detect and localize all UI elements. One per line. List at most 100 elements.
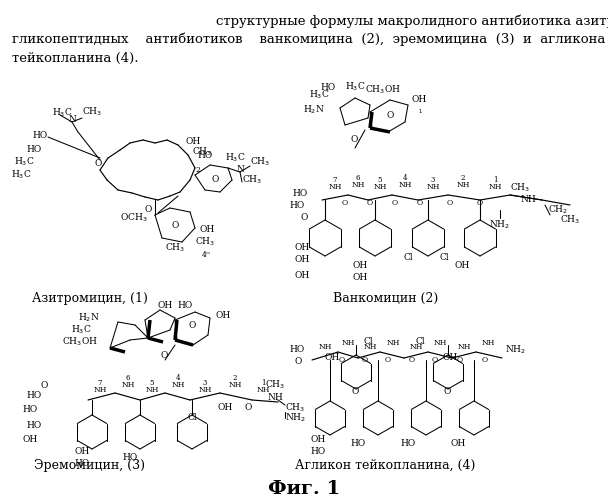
Text: 5: 5 xyxy=(150,379,154,387)
Text: NH: NH xyxy=(434,339,447,347)
Text: CH$_2$: CH$_2$ xyxy=(548,204,568,216)
Text: O: O xyxy=(351,136,358,144)
Text: O: O xyxy=(161,350,168,360)
Text: OH: OH xyxy=(353,260,368,270)
Text: 1: 1 xyxy=(261,379,265,387)
Text: H$_3$C: H$_3$C xyxy=(12,169,32,181)
Text: HO: HO xyxy=(27,390,42,400)
Text: O: O xyxy=(300,214,308,222)
Text: OH: OH xyxy=(325,354,340,362)
Text: O: O xyxy=(386,110,394,120)
Text: NH: NH xyxy=(351,181,365,189)
Text: NH$_2$: NH$_2$ xyxy=(505,344,526,356)
Text: CH$_3$: CH$_3$ xyxy=(165,242,185,254)
Text: OH: OH xyxy=(185,138,200,146)
Text: структурные формулы макролидного антибиотика азитромицина (1) и: структурные формулы макролидного антибио… xyxy=(216,14,608,28)
Text: 1: 1 xyxy=(492,176,497,184)
Text: гликопептидных    антибиотиков    ванкомицина  (2),  эремомицина  (3)  и  аглико: гликопептидных антибиотиков ванкомицина … xyxy=(12,33,606,46)
Text: NH: NH xyxy=(398,181,412,189)
Text: CH$_3$: CH$_3$ xyxy=(242,174,262,186)
Text: HO: HO xyxy=(33,130,48,140)
Text: NH: NH xyxy=(457,343,471,351)
Text: O: O xyxy=(432,356,438,364)
Text: OH: OH xyxy=(157,300,173,310)
Text: O: O xyxy=(443,388,451,396)
Text: OH: OH xyxy=(295,256,310,264)
Text: O: O xyxy=(342,199,348,207)
Text: 7: 7 xyxy=(333,176,337,184)
Text: O: O xyxy=(385,356,391,364)
Text: N: N xyxy=(236,166,244,174)
Text: CH$_3$: CH$_3$ xyxy=(82,106,102,118)
Text: 6: 6 xyxy=(356,174,361,182)
Text: HO: HO xyxy=(310,448,326,456)
Text: CH$_3$: CH$_3$ xyxy=(192,146,212,158)
Text: Cl: Cl xyxy=(403,254,413,262)
Text: CH$_3$: CH$_3$ xyxy=(265,379,285,391)
Text: Фиг. 1: Фиг. 1 xyxy=(268,480,340,498)
Text: HO: HO xyxy=(292,188,308,198)
Text: O: O xyxy=(295,358,302,366)
Text: тейкопланина (4).: тейкопланина (4). xyxy=(12,52,139,65)
Text: CH$_3$: CH$_3$ xyxy=(195,236,215,248)
Text: H$_3$C: H$_3$C xyxy=(71,324,92,336)
Text: Ванкомицин (2): Ванкомицин (2) xyxy=(333,292,438,305)
Text: NH$_2$: NH$_2$ xyxy=(489,219,511,231)
Text: NH: NH xyxy=(93,386,106,394)
Text: Эремомицин, (3): Эремомицин, (3) xyxy=(35,459,145,472)
Text: NH: NH xyxy=(267,394,283,402)
Text: NH: NH xyxy=(386,339,399,347)
Text: O: O xyxy=(482,356,488,364)
Text: HO: HO xyxy=(321,82,336,92)
Text: O: O xyxy=(171,220,179,230)
Text: O: O xyxy=(188,320,196,330)
Text: Cl: Cl xyxy=(415,338,425,346)
Text: OH: OH xyxy=(22,436,38,444)
Text: NH: NH xyxy=(122,381,135,389)
Text: H$_2$N: H$_2$N xyxy=(303,104,325,116)
Text: NH: NH xyxy=(520,196,536,204)
Text: HO: HO xyxy=(290,346,305,354)
Text: NH: NH xyxy=(341,339,354,347)
Text: Cl: Cl xyxy=(440,254,450,262)
Text: CH$_3$: CH$_3$ xyxy=(285,402,305,414)
Text: OH: OH xyxy=(353,274,368,282)
Text: OH: OH xyxy=(310,436,326,444)
Text: 3: 3 xyxy=(431,176,435,184)
Text: 6: 6 xyxy=(126,374,130,382)
Text: Азитромицин, (1): Азитромицин, (1) xyxy=(32,292,148,305)
Text: OH: OH xyxy=(215,310,230,320)
Text: OH: OH xyxy=(412,96,427,104)
Text: H$_3$C: H$_3$C xyxy=(52,107,72,119)
Text: H$_2$N: H$_2$N xyxy=(78,312,100,324)
Text: HO: HO xyxy=(22,406,38,414)
Text: NH: NH xyxy=(319,343,332,351)
Text: O: O xyxy=(244,404,252,412)
Text: NH: NH xyxy=(171,381,185,389)
Text: O: O xyxy=(212,176,219,184)
Text: N: N xyxy=(68,116,76,124)
Text: 4'': 4'' xyxy=(202,251,211,259)
Text: 5: 5 xyxy=(378,176,382,184)
Text: $_1$: $_1$ xyxy=(418,108,423,116)
Text: O: O xyxy=(417,199,423,207)
Text: HO: HO xyxy=(401,438,416,448)
Text: HO: HO xyxy=(198,150,213,160)
Text: OCH$_3$: OCH$_3$ xyxy=(120,212,148,224)
Text: O: O xyxy=(477,199,483,207)
Text: O: O xyxy=(362,356,368,364)
Text: NH: NH xyxy=(328,183,342,191)
Text: HO: HO xyxy=(290,200,305,209)
Text: CH$_3$: CH$_3$ xyxy=(250,156,271,168)
Text: OH: OH xyxy=(295,270,310,280)
Text: HO: HO xyxy=(27,420,42,430)
Text: NH: NH xyxy=(229,381,242,389)
Text: NH: NH xyxy=(198,386,212,394)
Text: OH: OH xyxy=(443,354,458,362)
Text: HO: HO xyxy=(350,438,365,448)
Text: CH$_3$OH: CH$_3$OH xyxy=(365,84,401,96)
Text: NH: NH xyxy=(482,339,495,347)
Text: HO: HO xyxy=(178,300,193,310)
Text: HO: HO xyxy=(122,454,137,462)
Text: H$_3$C: H$_3$C xyxy=(225,152,246,164)
